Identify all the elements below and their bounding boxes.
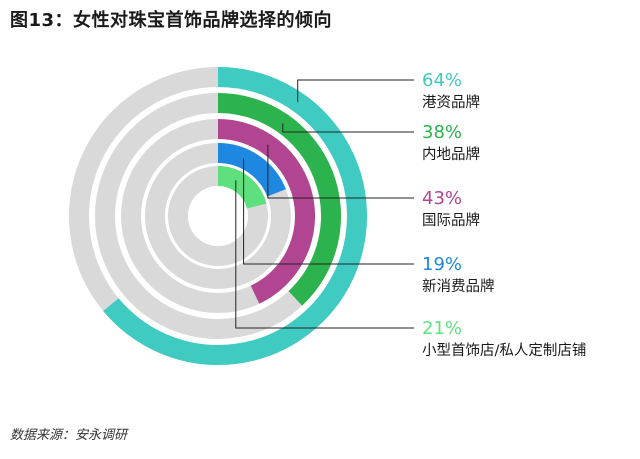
leader-line [243,158,414,265]
chart-title: 图13：女性对珠宝首饰品牌选择的倾向 [10,10,333,31]
ring-bar [217,143,286,197]
data-label: 64% [422,70,462,91]
leader-lines [235,79,414,329]
series-name: 港资品牌 [422,94,480,111]
leader-line [297,79,414,103]
ring-bar [103,67,367,365]
source-note: 数据来源：安永调研 [10,428,128,443]
series-labels: 64% 港资品牌 38% 内地品牌 43% 国际品牌 19% 新消费品牌 21% 小型首饰店/私人… [422,70,586,359]
data-label: 43% [422,188,462,209]
series-name: 小型首饰店/私人定制店铺 [422,342,586,359]
leader-line [235,180,414,329]
ring-bar [217,119,315,304]
leader-line [267,144,414,199]
series-name: 新消费品牌 [422,278,495,295]
ring-bar [217,93,341,306]
ring-bar [217,166,267,210]
data-label: 38% [422,122,462,143]
data-label: 19% [422,254,462,275]
leader-line [282,123,414,133]
series-name: 内地品牌 [422,146,480,163]
series-name: 国际品牌 [422,212,480,229]
data-label: 21% [422,318,462,339]
ring-bars [103,67,367,365]
